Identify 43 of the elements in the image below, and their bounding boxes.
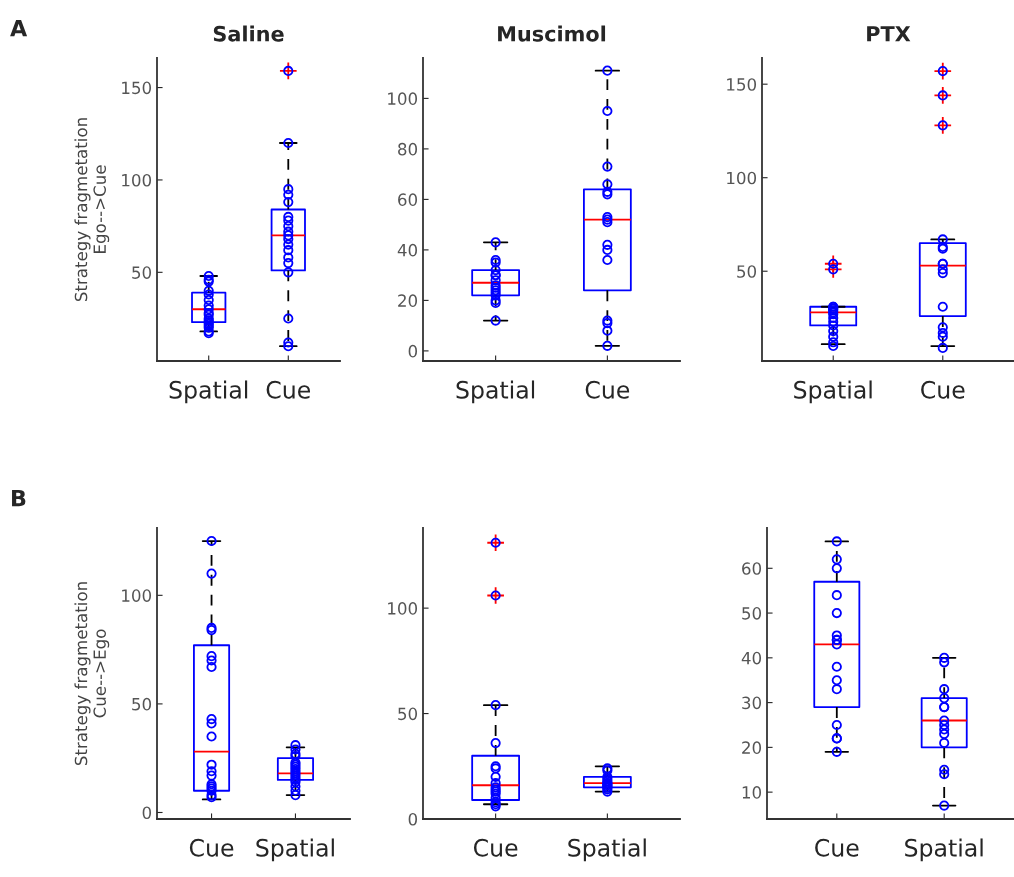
y-tick-label: 100: [388, 602, 418, 615]
y-tick-label: 50: [737, 265, 757, 278]
x-tick-label: Cue: [266, 380, 311, 399]
y-tick-label: 150: [122, 81, 152, 95]
y-axis-title: Strategy fragmetation Ego-->Cue: [74, 118, 110, 302]
y-tick-label: 50: [398, 707, 418, 721]
y-tick-label: 20: [742, 741, 762, 754]
y-axis-title: Strategy fragmetation Cue-->Ego: [74, 582, 110, 766]
y-tick-label: 100: [388, 92, 418, 105]
text: B: [12, 489, 26, 507]
y-tick-label: 10: [742, 786, 762, 799]
x-tick-label: Spatial: [169, 380, 248, 404]
y-tick-label: 50: [132, 266, 152, 279]
chart-title: Saline: [213, 25, 284, 42]
y-tick-label: 80: [398, 142, 418, 156]
x-tick-label: Cue: [189, 838, 234, 857]
y-tick-label: 30: [742, 696, 762, 710]
y-tick-label: 50: [742, 607, 762, 620]
y-tick-label: 150: [727, 78, 757, 91]
x-tick-label: Cue: [815, 838, 859, 857]
y-tick-label: 40: [741, 651, 762, 665]
x-tick-label: Spatial: [905, 838, 983, 862]
y-tick-label: 0: [408, 344, 418, 358]
x-tick-label: Spatial: [568, 838, 646, 862]
x-tick-label: Spatial: [256, 838, 334, 862]
x-tick-label: Cue: [585, 380, 630, 399]
y-tick-label: 60: [398, 193, 418, 206]
y-tick-label: 0: [408, 812, 418, 826]
x-tick-label: Cue: [921, 380, 965, 399]
text: A: [10, 19, 28, 37]
x-tick-label: Cue: [473, 838, 518, 857]
y-tick-label: 100: [122, 173, 152, 187]
chart-title: Muscimol: [498, 25, 606, 42]
y-tick-label: 100: [727, 171, 757, 185]
y-tick-label: 0: [142, 806, 152, 820]
y-tick-label: 50: [132, 697, 152, 711]
chart-title: PTX: [867, 26, 911, 42]
y-tick-label: 40: [397, 243, 418, 257]
x-tick-label: Spatial: [794, 380, 872, 404]
y-tick-label: 20: [398, 294, 418, 307]
y-tick-label: 60: [742, 562, 762, 575]
x-tick-label: Spatial: [456, 380, 535, 404]
y-tick-label: 100: [122, 589, 152, 602]
